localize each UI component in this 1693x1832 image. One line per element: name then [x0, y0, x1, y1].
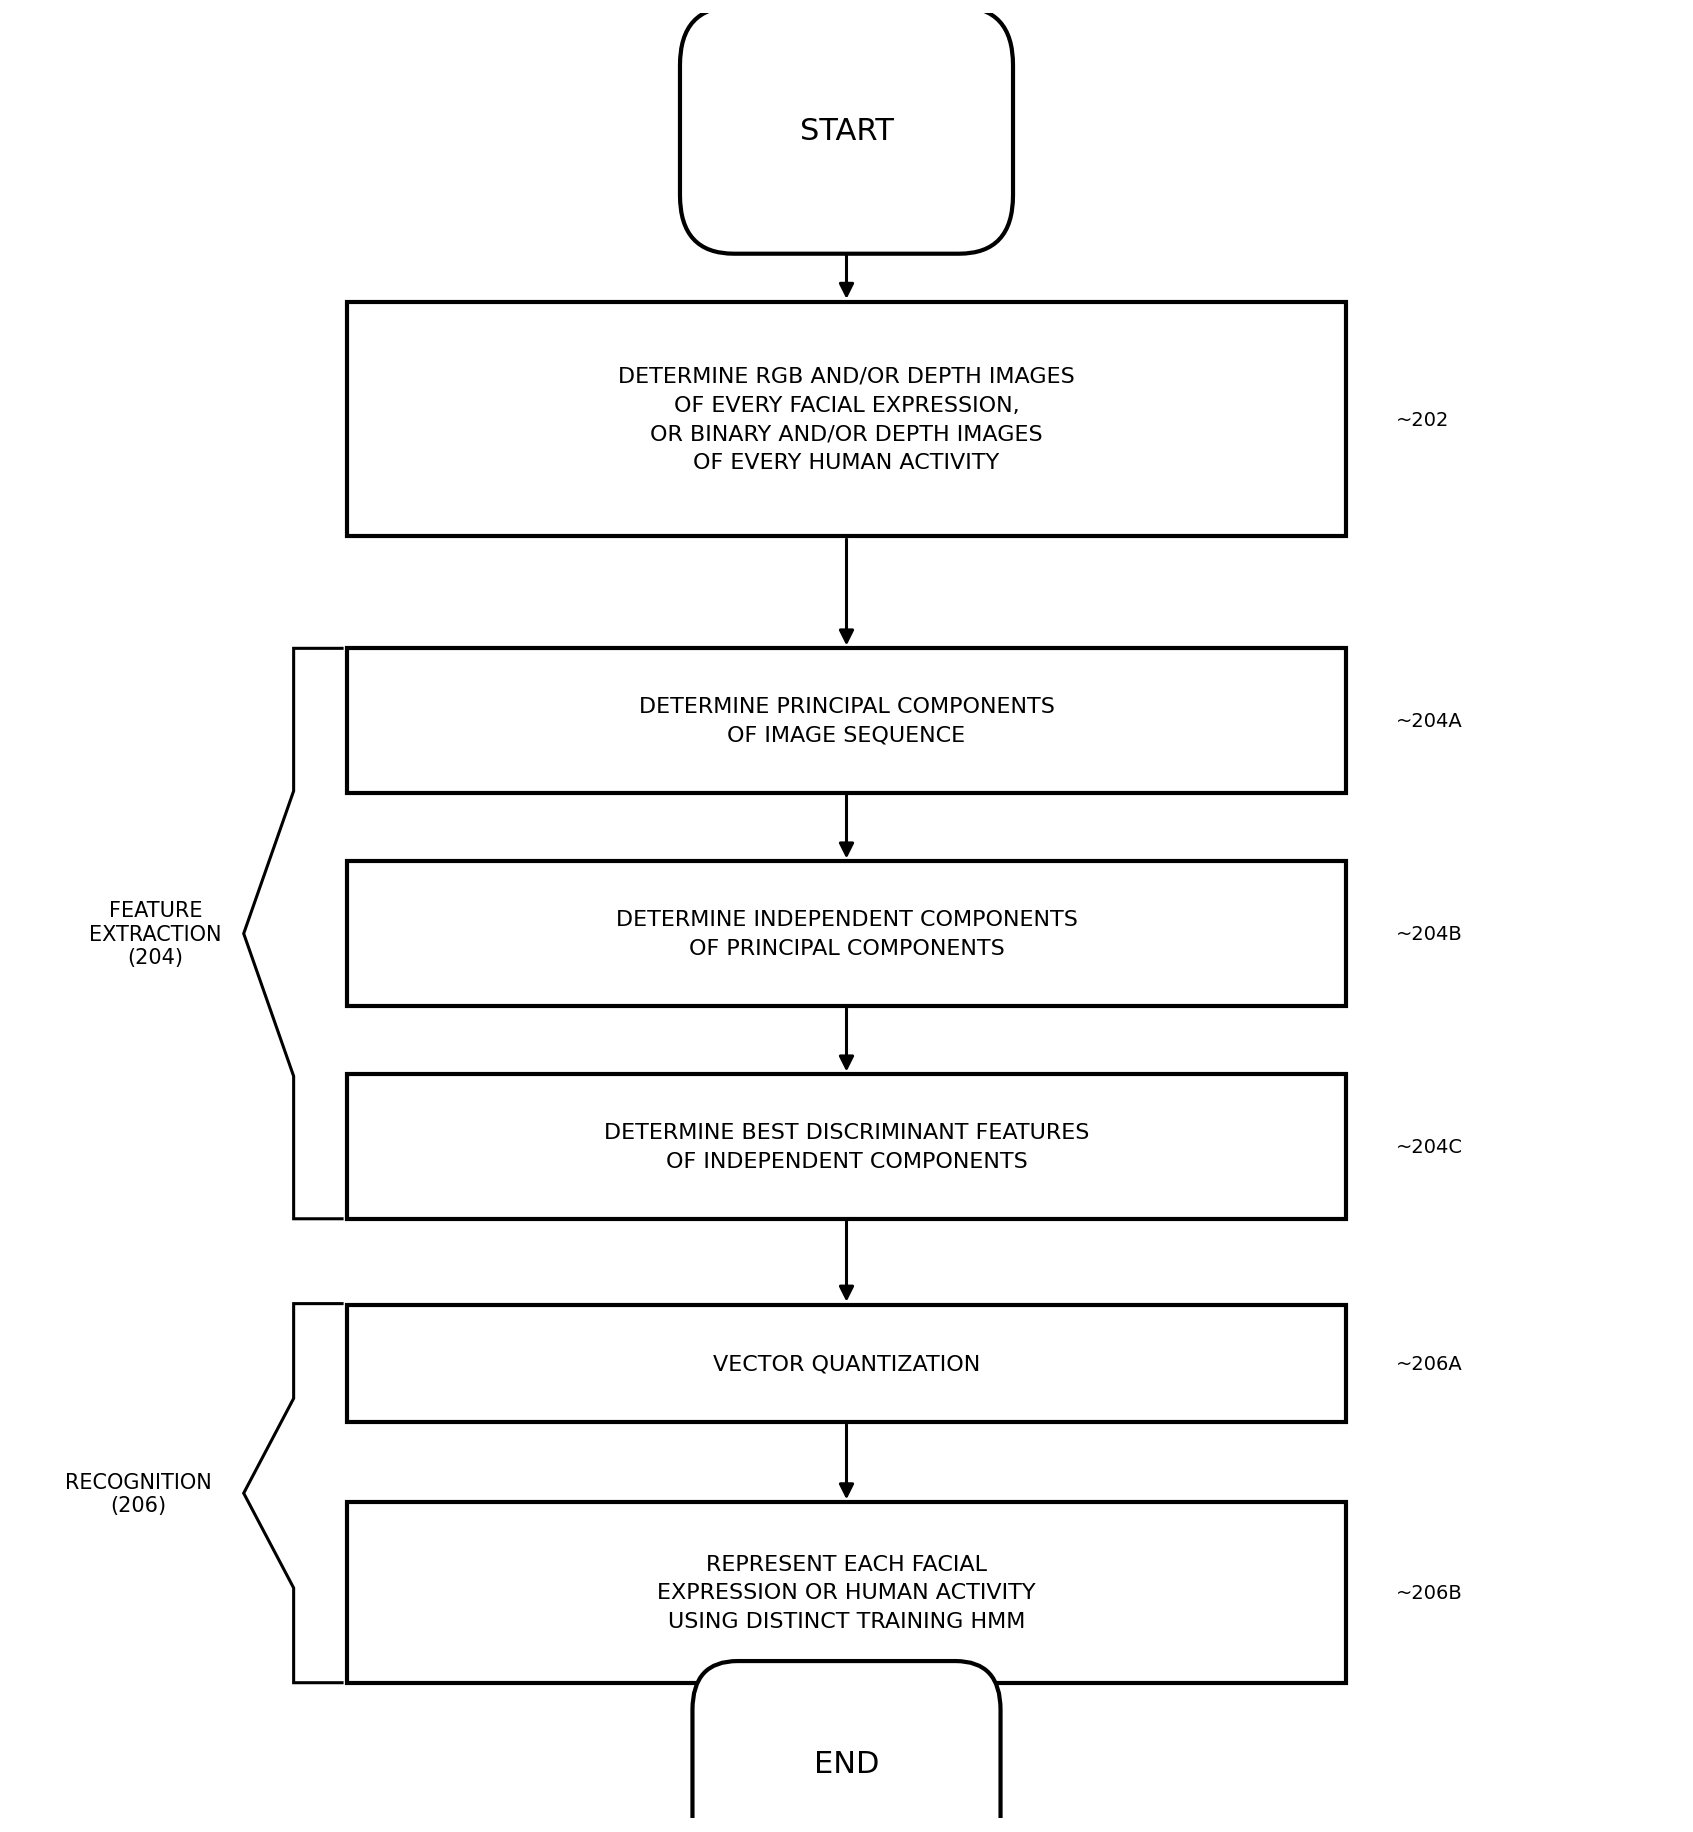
Text: ~204C: ~204C — [1397, 1138, 1463, 1156]
Bar — [347, 1502, 1346, 1684]
Text: ~204A: ~204A — [1397, 711, 1463, 731]
Bar — [347, 649, 1346, 793]
Text: ~206A: ~206A — [1397, 1354, 1463, 1372]
FancyBboxPatch shape — [681, 7, 1012, 255]
Text: ~202: ~202 — [1397, 410, 1449, 429]
Text: DETERMINE PRINCIPAL COMPONENTS
OF IMAGE SEQUENCE: DETERMINE PRINCIPAL COMPONENTS OF IMAGE … — [638, 696, 1055, 746]
Bar — [347, 302, 1346, 537]
Text: RECOGNITION
(206): RECOGNITION (206) — [66, 1471, 212, 1515]
FancyBboxPatch shape — [692, 1662, 1001, 1832]
Text: ~204B: ~204B — [1397, 925, 1463, 943]
Text: START: START — [799, 117, 894, 147]
Text: FEATURE
EXTRACTION
(204): FEATURE EXTRACTION (204) — [90, 901, 222, 967]
Text: ~206B: ~206B — [1397, 1583, 1463, 1601]
Bar — [347, 861, 1346, 1006]
Text: DETERMINE BEST DISCRIMINANT FEATURES
OF INDEPENDENT COMPONENTS: DETERMINE BEST DISCRIMINANT FEATURES OF … — [604, 1123, 1089, 1171]
Text: REPRESENT EACH FACIAL
EXPRESSION OR HUMAN ACTIVITY
USING DISTINCT TRAINING HMM: REPRESENT EACH FACIAL EXPRESSION OR HUMA… — [657, 1554, 1036, 1630]
Text: VECTOR QUANTIZATION: VECTOR QUANTIZATION — [713, 1354, 980, 1374]
Text: END: END — [814, 1750, 879, 1779]
Text: DETERMINE INDEPENDENT COMPONENTS
OF PRINCIPAL COMPONENTS: DETERMINE INDEPENDENT COMPONENTS OF PRIN… — [616, 911, 1077, 958]
Text: DETERMINE RGB AND/OR DEPTH IMAGES
OF EVERY FACIAL EXPRESSION,
OR BINARY AND/OR D: DETERMINE RGB AND/OR DEPTH IMAGES OF EVE… — [618, 366, 1075, 473]
Bar — [347, 1304, 1346, 1422]
Bar — [347, 1075, 1346, 1218]
